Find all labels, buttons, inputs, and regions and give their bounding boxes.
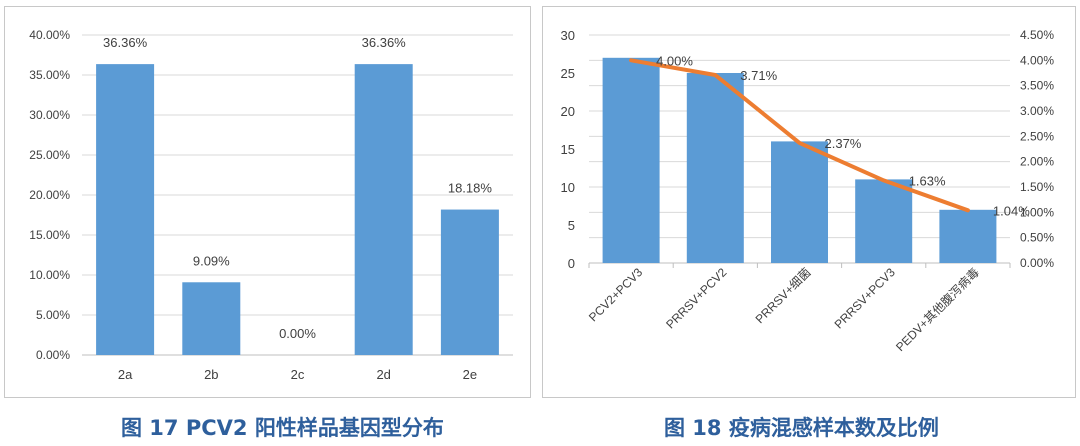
x-tick-label: 2a — [118, 367, 133, 382]
left-y-tick-label: 20 — [561, 104, 575, 119]
chart-18-panel: 0 5 10 15 20 25 30 0.00% 0.50% 1.00% 1.50% 2.00% 2.5… — [542, 6, 1076, 398]
x-tick-label: PEDV+其他腹泻病毒 — [892, 265, 982, 355]
line-data-label: 3.71% — [740, 68, 777, 83]
data-label: 36.36% — [362, 35, 407, 50]
line-data-label: 2.37% — [825, 136, 862, 151]
coinfection-combo-chart: 0 5 10 15 20 25 30 0.00% 0.50% 1.00% 1.50% 2.00% 2.5… — [561, 28, 1055, 355]
line-data-label: 4.00% — [656, 53, 693, 68]
left-y-tick-label: 0 — [568, 256, 575, 271]
bar — [354, 64, 413, 355]
data-label: 0.00% — [279, 326, 316, 341]
x-tick-label: 2b — [204, 367, 218, 382]
right-y-tick-label: 3.00% — [1020, 104, 1054, 118]
left-y-tick-label: 25 — [561, 66, 575, 81]
bar — [855, 179, 913, 263]
bar — [939, 209, 997, 263]
chart-17-caption: 图 17 PCV2 阳性样品基因型分布 — [121, 416, 444, 440]
right-y-tick-label: 0.50% — [1020, 231, 1054, 245]
right-y-tick-label: 4.50% — [1020, 28, 1054, 42]
x-tick-label: PRRSV+细菌 — [753, 265, 814, 326]
x-tick-label: PCV2+PCV3 — [586, 265, 645, 324]
right-y-tick-label: 4.00% — [1020, 53, 1054, 67]
bar — [182, 282, 241, 355]
line-data-label: 1.04% — [993, 203, 1030, 218]
left-y-tick-label: 5 — [568, 218, 575, 233]
y-tick-label: 25.00% — [29, 148, 70, 162]
y-tick-label: 5.00% — [36, 308, 70, 322]
ratio-line — [629, 58, 970, 213]
bar — [771, 141, 828, 263]
right-y-tick-label: 0.00% — [1020, 256, 1054, 270]
x-tick-label: PRRSV+PCV2 — [663, 265, 729, 331]
right-y-tick-label: 3.50% — [1020, 79, 1054, 93]
x-tick-label: 2e — [463, 367, 477, 382]
right-y-tick-label: 2.50% — [1020, 129, 1054, 143]
bar — [686, 73, 744, 263]
chart-18-caption: 图 18 疫病混感样本数及比例 — [664, 416, 939, 440]
bar — [602, 57, 660, 263]
chart-17-panel: 0.00% 5.00% 10.00% 15.00% 20.00% 25.00% 30.00%… — [4, 6, 531, 398]
x-tick-label: 2c — [291, 367, 305, 382]
data-label: 36.36% — [103, 35, 148, 50]
data-label: 9.09% — [193, 253, 230, 268]
y-tick-label: 0.00% — [36, 348, 70, 362]
left-y-tick-label: 10 — [561, 180, 575, 195]
y-tick-label: 30.00% — [29, 108, 70, 122]
y-tick-label: 20.00% — [29, 188, 70, 202]
left-y-tick-label: 15 — [561, 142, 575, 157]
line-data-label: 1.63% — [909, 173, 946, 188]
right-y-tick-label: 2.00% — [1020, 155, 1054, 169]
y-tick-label: 35.00% — [29, 68, 70, 82]
data-label: 18.18% — [448, 181, 493, 196]
x-tick-label: PRRSV+PCV3 — [832, 265, 898, 331]
y-tick-label: 40.00% — [29, 28, 70, 42]
y-tick-label: 10.00% — [29, 268, 70, 282]
bar — [440, 209, 499, 355]
right-y-tick-label: 1.50% — [1020, 180, 1054, 194]
x-tick-label: 2d — [376, 367, 390, 382]
right-y-tick-label: 1.00% — [1020, 205, 1054, 219]
genotype-bar-chart: 0.00% 5.00% 10.00% 15.00% 20.00% 25.00% 30.00%… — [29, 28, 513, 382]
y-tick-label: 15.00% — [29, 228, 70, 242]
bar — [96, 64, 155, 355]
left-y-tick-label: 30 — [561, 28, 575, 43]
